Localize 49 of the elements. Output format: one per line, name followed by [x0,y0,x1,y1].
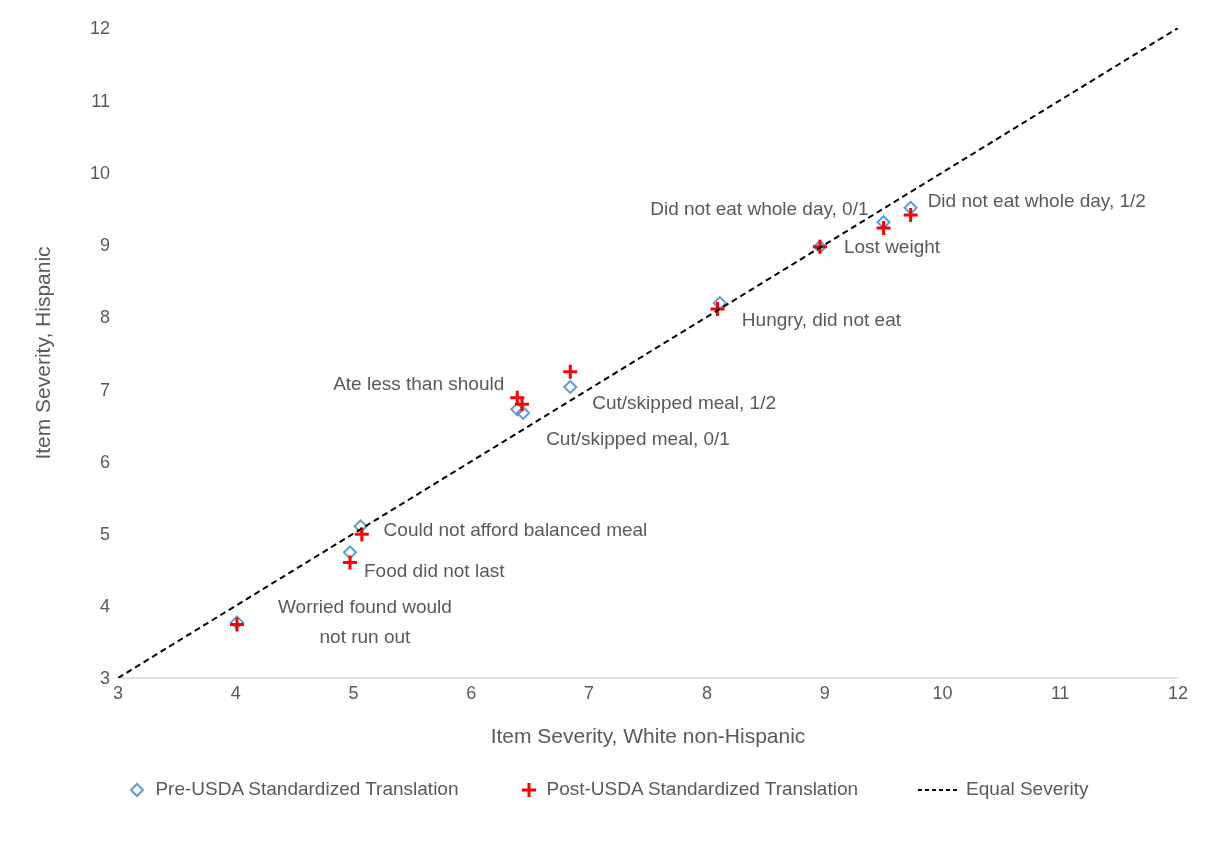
point [516,405,531,420]
y-tick-label: 11 [91,90,110,111]
point [563,379,578,394]
point [341,553,359,571]
x-tick-label: 3 [112,682,124,703]
annotation: Cut/skipped meal, 0/1 [546,427,730,449]
point [902,206,920,224]
x-tick-label: 10 [932,682,953,703]
point [229,615,244,630]
y-tick-label: 3 [99,668,110,689]
legend-label: Post-USDA Standardized Translation [545,778,859,800]
y-tick-label: 10 [89,162,110,183]
y-tick-label: 12 [89,18,110,39]
point [353,519,368,534]
point [903,200,918,215]
annotation: Could not afford balanced meal [383,519,648,541]
y-tick-label: 6 [99,451,110,472]
x-tick-label: 6 [466,682,477,703]
point [510,402,525,417]
x-tick-label: 11 [1050,682,1070,703]
legend-label: Pre-USDA Standardized Translation [154,778,459,800]
point [708,300,726,318]
legend-label: Equal Severity [965,778,1089,800]
x-tick-label: 7 [584,682,595,703]
y-axis-title: Item Severity, Hispanic [31,246,55,460]
annotation: Did not eat whole day, 0/1 [650,198,869,220]
annotation: Cut/skipped meal, 1/2 [592,391,777,413]
y-tick-label: 9 [99,235,110,256]
y-tick-label: 7 [99,379,110,400]
annotation: Food did not last [364,560,506,582]
point [343,545,358,560]
annotation: Ate less than should [333,373,505,395]
point [228,616,246,634]
x-tick-label: 12 [1167,682,1189,703]
y-tick-label: 8 [99,307,110,328]
point [353,525,371,543]
annotation: Hungry, did not eat [741,309,902,331]
point [875,219,893,237]
point [561,363,579,381]
x-tick-label: 9 [819,682,830,703]
annotation: Did not eat whole day, 1/2 [927,189,1146,211]
y-tick-label: 4 [99,596,110,617]
y-tick-label: 5 [99,523,110,544]
x-tick-label: 8 [701,682,712,703]
annotation: Lost weight [843,235,941,257]
x-axis-title: Item Severity, White non-Hispanic [490,724,806,747]
x-tick-label: 5 [348,682,359,703]
x-tick-label: 4 [230,682,241,703]
annotation: Worried found would not run out [277,596,452,648]
